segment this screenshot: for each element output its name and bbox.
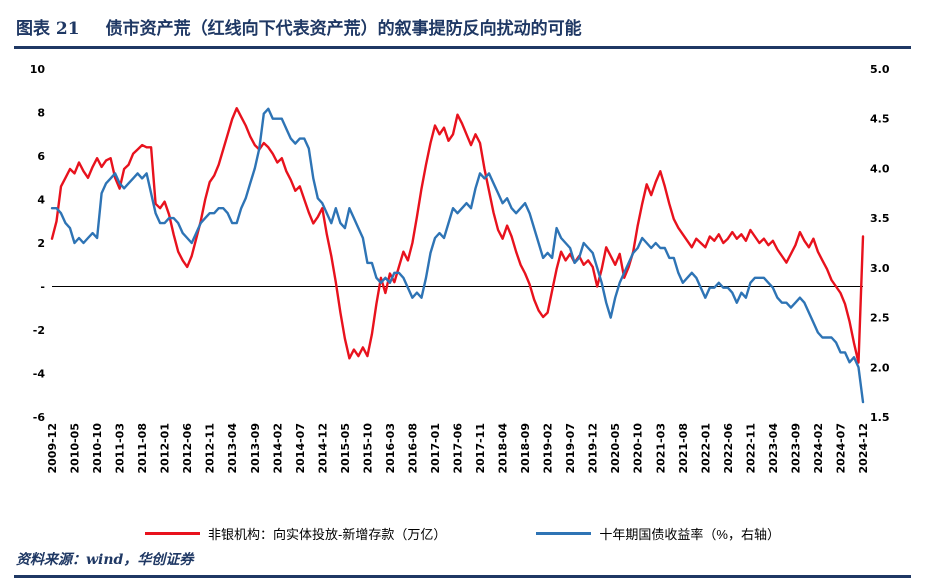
left-axis-tick-label: 2 [37, 237, 45, 250]
x-axis-tick-label: 2018-04 [497, 423, 510, 474]
x-axis-tick-label: 2023-09 [789, 423, 802, 474]
left-axis-tick-label: -2 [33, 324, 45, 337]
x-axis-tick-label: 2014-12 [316, 423, 329, 474]
x-axis-tick-label: 2014-02 [271, 423, 284, 474]
data-source-note: 资料来源：wind，华创证券 [16, 552, 194, 568]
x-axis-tick-label: 2024-07 [834, 423, 847, 474]
left-axis-tick-label: 6 [37, 150, 45, 163]
chart-title-prefix: 图表 21 [16, 19, 80, 39]
legend-item-yield: 十年期国债收益率（%，右轴） [536, 524, 780, 543]
x-axis-tick-label: 2012-06 [181, 423, 194, 474]
x-axis-tick-label: 2015-05 [339, 423, 352, 474]
x-axis-tick-label: 2018-09 [519, 423, 532, 474]
legend-label: 非银机构：向实体投放-新增存款（万亿） [208, 526, 447, 542]
x-axis-tick-label: 2009-12 [46, 423, 59, 474]
right-axis-tick-label: 2.0 [870, 361, 890, 374]
right-axis-tick-label: 3.0 [870, 262, 890, 275]
left-axis-tick-label: - [40, 281, 45, 294]
x-axis-tick-label: 2023-04 [767, 423, 780, 474]
left-axis-tick-label: -4 [33, 368, 46, 381]
chart-title-text: 债市资产荒（红线向下代表资产荒）的叙事提防反向扰动的可能 [105, 19, 582, 39]
x-axis-tick-label: 2021-08 [677, 423, 690, 474]
right-axis-tick-label: 5.0 [870, 63, 890, 76]
x-axis-tick-label: 2013-09 [249, 423, 262, 474]
x-axis-tick-label: 2012-11 [204, 423, 217, 474]
right-axis-tick-label: 4.0 [870, 162, 890, 175]
right-axis-tick-label: 2.5 [870, 312, 890, 325]
red-line-swatch [145, 531, 201, 535]
x-axis-tick-label: 2022-11 [744, 423, 757, 474]
x-axis-tick-label: 2022-06 [722, 423, 735, 474]
x-axis-tick-label: 2016-03 [384, 423, 397, 474]
x-axis-tick-label: 2011-08 [136, 423, 149, 474]
legend-label: 十年期国债收益率（%，右轴） [599, 526, 780, 542]
x-axis-tick-label: 2019-02 [542, 423, 555, 474]
left-axis-tick-label: 10 [30, 63, 46, 76]
x-axis-tick-label: 2024-02 [812, 423, 825, 474]
right-axis-tick-label: 1.5 [870, 411, 890, 424]
x-axis-tick-label: 2010-05 [69, 423, 82, 474]
x-axis-tick-label: 2016-08 [406, 423, 419, 474]
x-axis-tick-label: 2012-01 [159, 423, 172, 474]
x-axis-tick-label: 2017-11 [474, 423, 487, 474]
x-axis-tick-label: 2019-07 [564, 423, 577, 474]
right-axis-tick-label: 4.5 [870, 113, 890, 126]
chart-title: 图表 21 债市资产荒（红线向下代表资产荒）的叙事提防反向扰动的可能 [14, 10, 911, 49]
legend-item-nonbank: 非银机构：向实体投放-新增存款（万亿） [145, 524, 446, 543]
x-axis-tick-label: 2013-04 [226, 423, 239, 474]
x-axis-tick-label: 2011-03 [114, 423, 127, 474]
x-axis-tick-label: 2017-06 [452, 423, 465, 474]
x-axis-tick-label: 2015-10 [361, 423, 374, 474]
x-axis-tick-label: 2014-07 [294, 423, 307, 474]
x-axis-tick-label: 2020-05 [609, 423, 622, 474]
x-axis-tick-label: 2020-10 [632, 423, 645, 474]
x-axis-tick-label: 2021-03 [654, 423, 667, 474]
x-axis-tick-label: 2017-01 [429, 423, 442, 474]
blue-line-swatch [536, 531, 592, 535]
chart-legend: 非银机构：向实体投放-新增存款（万亿） 十年期国债收益率（%，右轴） [14, 522, 911, 544]
x-axis-tick-label: 2019-12 [587, 423, 600, 474]
left-axis-tick-label: 4 [37, 194, 45, 207]
dual-axis-line-chart: 10 8 6 4 2 - -2 -4 -6 5.0 4.5 4.0 3.5 3.0 2.5 2.0 1.5 200… [30, 63, 890, 474]
x-axis-tick-label: 2024-12 [857, 423, 870, 474]
right-axis-tick-label: 3.5 [870, 212, 890, 225]
bottom-divider [14, 575, 911, 578]
chart-area: 10 8 6 4 2 - -2 -4 -6 5.0 4.5 4.0 3.5 3.0 2.5 2.0 1.5 200… [14, 55, 911, 522]
series-line-1 [50, 107, 865, 404]
left-axis-tick-label: -6 [33, 411, 46, 424]
left-axis-tick-label: 8 [37, 107, 45, 120]
series-line-0 [50, 107, 865, 364]
x-axis-tick-label: 2010-10 [91, 423, 104, 474]
x-axis-tick-label: 2022-01 [699, 423, 712, 474]
